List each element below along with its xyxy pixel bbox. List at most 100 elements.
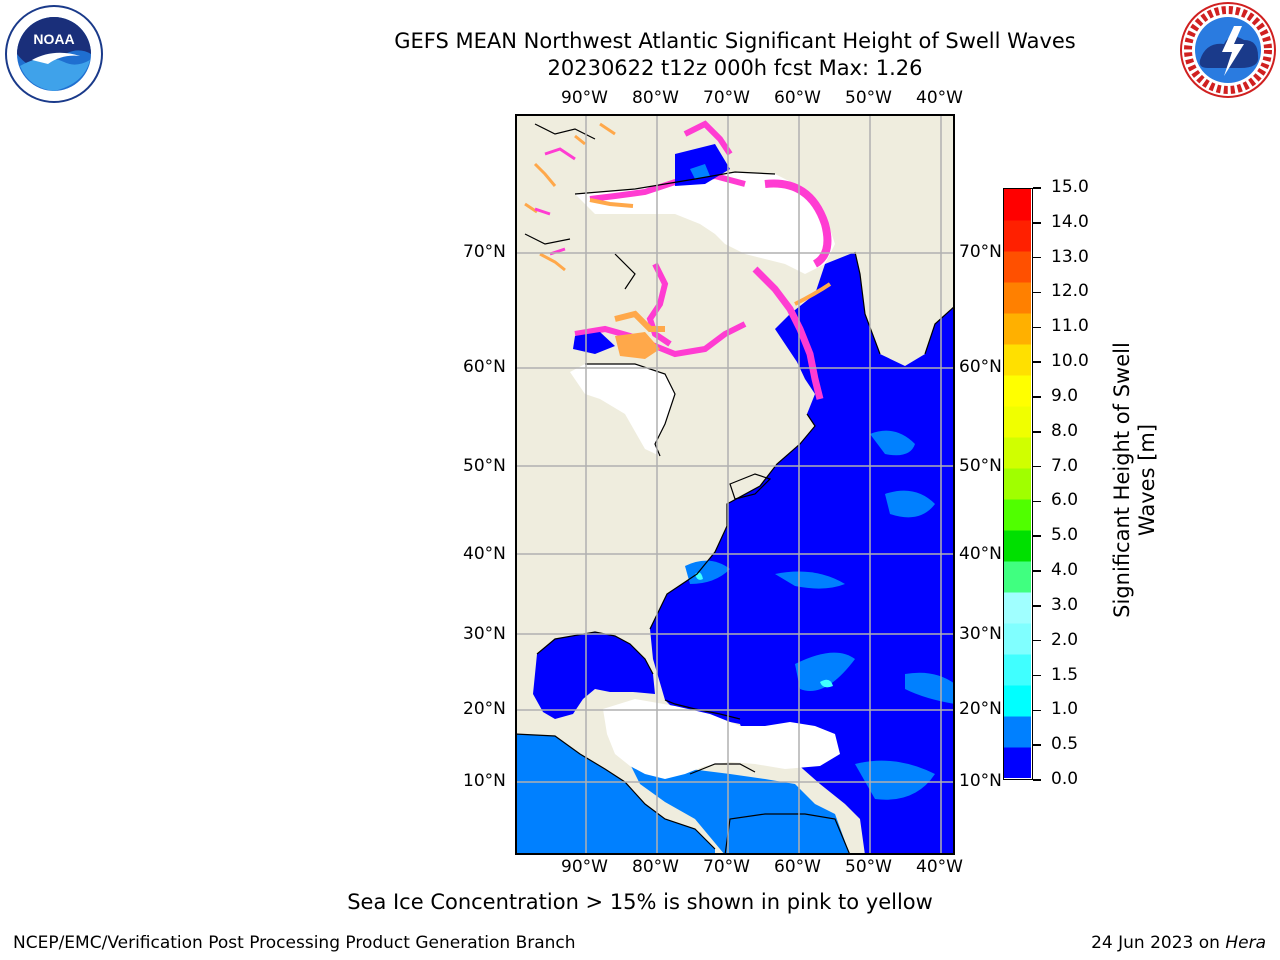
svg-text:NOAA: NOAA	[33, 31, 74, 47]
lon-label-bottom: 50°W	[845, 857, 892, 877]
lon-label-top: 40°W	[916, 88, 963, 108]
colorbar-tick-label: 8.0	[1051, 420, 1079, 441]
colorbar-tick-mark	[1033, 500, 1041, 503]
colorbar-segment	[1004, 592, 1031, 624]
lat-label-left: 20°N	[463, 699, 506, 719]
colorbar-tick-mark	[1033, 674, 1041, 677]
colorbar-segment	[1004, 685, 1031, 717]
ocean-caribbean	[625, 754, 850, 855]
colorbar-segment	[1004, 437, 1031, 469]
colorbar-tick-mark	[1033, 256, 1041, 259]
colorbar-tick-mark	[1033, 396, 1041, 398]
colorbar-segment	[1004, 344, 1031, 376]
colorbar-tick-mark	[1033, 431, 1041, 433]
chart-title: GEFS MEAN Northwest Atlantic Significant…	[394, 29, 1076, 53]
colorbar-tick-label: 4.0	[1051, 560, 1079, 581]
nws-logo	[1178, 0, 1278, 100]
colorbar-label: Significant Height of Swell Waves [m]	[1110, 342, 1159, 618]
coastlines	[515, 123, 955, 855]
lon-label-top: 70°W	[703, 88, 750, 108]
colorbar-segment	[1004, 654, 1031, 686]
colorbar-tick-label: 9.0	[1051, 385, 1079, 406]
lat-label-left: 70°N	[463, 242, 506, 262]
colorbar-tick-mark	[1033, 709, 1041, 712]
colorbar-segment	[1004, 189, 1031, 221]
colorbar-segment	[1004, 251, 1031, 283]
sea-ice-note: Sea Ice Concentration > 15% is shown in …	[347, 890, 933, 914]
colorbar-tick-label: 1.5	[1051, 664, 1079, 685]
colorbar-segment	[1004, 282, 1031, 314]
ocean-map	[515, 114, 955, 855]
colorbar-tick-mark	[1033, 744, 1041, 746]
colorbar-tick-mark	[1033, 222, 1041, 224]
colorbar-tick-label: 0.0	[1051, 769, 1079, 789]
colorbar-segment	[1004, 406, 1031, 438]
lat-label-right: 10°N	[959, 771, 1002, 791]
colorbar-tick-label: 1.0	[1051, 699, 1079, 720]
lat-label-right: 20°N	[959, 699, 1002, 719]
colorbar-tick-mark	[1033, 326, 1041, 329]
colorbar-tick-mark	[1033, 535, 1041, 537]
colorbar-segment	[1004, 313, 1031, 345]
ocean-pacific	[515, 734, 715, 855]
colorbar-tick-label: 6.0	[1051, 490, 1079, 511]
noaa-logo: NOAA	[4, 4, 104, 104]
lon-label-bottom: 70°W	[703, 857, 750, 877]
colorbar	[1003, 188, 1033, 780]
colorbar-segment	[1004, 530, 1031, 562]
colorbar-tick-mark	[1033, 291, 1041, 294]
lat-label-left: 10°N	[463, 771, 506, 791]
lon-label-top: 90°W	[561, 88, 608, 108]
lat-label-right: 30°N	[959, 624, 1002, 644]
lon-label-bottom: 90°W	[561, 857, 608, 877]
colorbar-tick-label: 10.0	[1051, 351, 1089, 372]
lat-label-left: 40°N	[463, 544, 506, 564]
colorbar-segment	[1004, 499, 1031, 531]
colorbar-tick-label: 0.5	[1051, 734, 1079, 755]
graticule	[515, 114, 955, 855]
lon-label-top: 80°W	[632, 88, 679, 108]
lat-label-right: 50°N	[959, 456, 1002, 476]
map-panel	[515, 114, 955, 855]
colorbar-tick-mark	[1033, 187, 1041, 189]
chart-subtitle: 20230622 t12z 000h fcst Max: 1.26	[547, 56, 923, 80]
lon-label-bottom: 60°W	[774, 857, 821, 877]
lon-label-top: 50°W	[845, 88, 892, 108]
colorbar-tick-label: 11.0	[1051, 316, 1089, 337]
lon-label-top: 60°W	[774, 88, 821, 108]
lat-label-right: 70°N	[959, 242, 1002, 262]
colorbar-tick-mark	[1033, 465, 1041, 468]
colorbar-segment	[1004, 375, 1031, 407]
lat-label-right: 40°N	[959, 544, 1002, 564]
ocean-gulf	[533, 632, 655, 719]
colorbar-tick-label: 12.0	[1051, 281, 1089, 302]
lon-label-bottom: 40°W	[916, 857, 963, 877]
colorbar-segment	[1004, 220, 1031, 252]
sea-ice-baffin	[764, 179, 832, 268]
footer-date: 24 Jun 2023 on Hera	[1091, 933, 1266, 953]
colorbar-tick-label: 3.0	[1051, 594, 1079, 615]
colorbar-ticks: 15.0 14.0 13.0 12.0 11.0 10.0 9.0 8.0 7.0 6.0 5.0 4…	[1033, 177, 1113, 789]
colorbar-segment	[1004, 716, 1031, 748]
colorbar-tick-label: 7.0	[1051, 455, 1079, 476]
footer-credit: NCEP/EMC/Verification Post Processing Pr…	[13, 933, 576, 953]
lat-label-left: 50°N	[463, 456, 506, 476]
colorbar-segment	[1004, 747, 1031, 778]
lat-label-left: 30°N	[463, 624, 506, 644]
lat-label-left: 60°N	[463, 357, 506, 377]
colorbar-segment	[1004, 468, 1031, 500]
colorbar-tick-label: 13.0	[1051, 246, 1089, 267]
colorbar-tick-mark	[1033, 779, 1041, 781]
colorbar-tick-label: 14.0	[1051, 211, 1089, 232]
colorbar-segment	[1004, 561, 1031, 593]
colorbar-tick-label: 2.0	[1051, 629, 1079, 650]
colorbar-tick-label: 5.0	[1051, 525, 1079, 546]
colorbar-segment	[1004, 623, 1031, 655]
colorbar-tick-mark	[1033, 639, 1041, 642]
lat-label-right: 60°N	[959, 357, 1002, 377]
colorbar-tick-label: 15.0	[1051, 177, 1089, 197]
lon-label-bottom: 80°W	[632, 857, 679, 877]
colorbar-tick-mark	[1033, 605, 1041, 607]
colorbar-tick-mark	[1033, 570, 1041, 572]
colorbar-tick-mark	[1033, 361, 1041, 363]
